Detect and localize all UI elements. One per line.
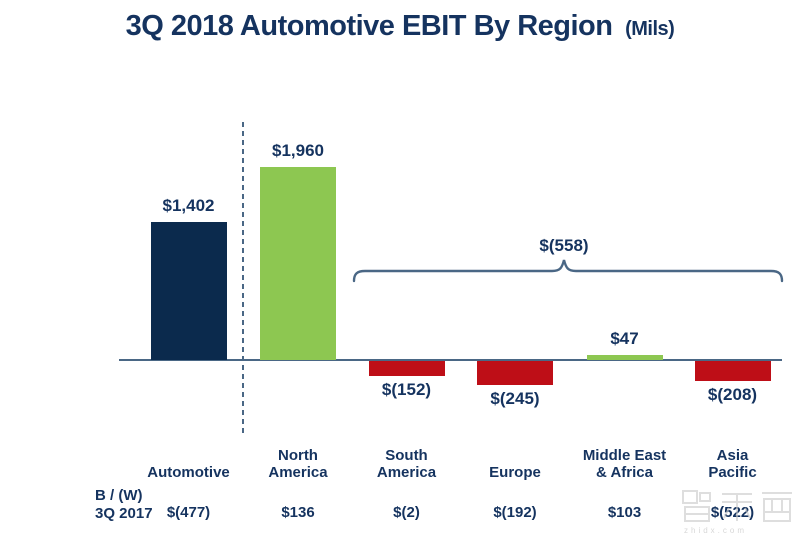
separator-dashed-line [242,122,244,433]
bar-north-america [260,167,336,360]
comparison-value-asia-pacific: $(522) [710,504,755,521]
bar-value-europe: $(245) [490,389,540,408]
comparison-row-label-bw: B / (W) [95,487,143,504]
bracket-total-label: $(558) [539,236,589,255]
bar-value-automotive: $1,402 [162,196,215,215]
bar-europe [477,361,553,385]
comparison-value-north-america: $136 [281,504,315,521]
bracket-brace [352,259,784,283]
chart-title-suffix: (Mils) [625,18,675,40]
category-label-asia-pacific: Asia Pacific [708,447,757,482]
comparison-value-south-america: $(2) [393,504,420,521]
bar-south-america [368,361,445,376]
bar-middle-east-africa [586,355,663,360]
watermark-glyphs [682,490,792,522]
watermark-url: zhidx.com [684,526,748,535]
category-label-north-america: North America [268,447,328,482]
category-label-middle-east-africa: Middle East & Africa [582,447,667,482]
category-label-europe: Europe [489,464,541,482]
comparison-value-automotive: $(477) [166,504,211,521]
bar-automotive [150,222,227,360]
x-axis-line [119,359,782,361]
category-label-automotive: Automotive [147,464,230,482]
category-label-south-america: South America [376,447,437,482]
comparison-value-middle-east-africa: $103 [607,504,642,521]
bar-value-south-america: $(152) [381,380,432,399]
bar-value-middle-east-africa: $47 [610,329,639,348]
watermark: zhidx.com [680,488,796,535]
chart-title: 3Q 2018 Automotive EBIT By Region (Mils) [0,10,800,43]
bar-value-north-america: $1,960 [272,141,324,160]
comparison-row-label-period: 3Q 2017 [95,505,153,522]
comparison-value-europe: $(192) [493,504,537,521]
chart-title-main: 3Q 2018 Automotive EBIT By Region [125,10,613,42]
bar-value-asia-pacific: $(208) [707,385,758,404]
bar-asia-pacific [694,361,771,381]
